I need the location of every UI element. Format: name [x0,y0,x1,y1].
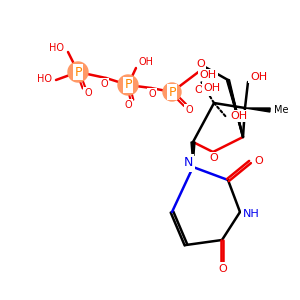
Text: O: O [219,264,227,274]
Text: O: O [84,88,92,98]
Text: O: O [254,155,262,165]
Text: P: P [74,65,82,79]
Text: HO: HO [49,43,64,53]
Polygon shape [226,80,243,137]
Text: OH: OH [203,83,220,93]
Text: P: P [168,85,176,98]
Text: O: O [124,100,132,110]
Polygon shape [245,108,270,112]
Circle shape [68,62,88,82]
Text: NH: NH [242,210,258,220]
Text: OH: OH [200,70,217,80]
Text: OH: OH [194,85,212,95]
Text: NH: NH [243,209,260,219]
Text: O: O [196,59,206,69]
Text: OH: OH [139,57,154,67]
Polygon shape [191,142,195,167]
Text: Me: Me [274,105,288,115]
Circle shape [118,75,138,95]
Text: OH: OH [249,72,267,82]
Circle shape [163,83,181,101]
Text: OH: OH [250,72,268,82]
Text: O: O [148,89,156,99]
Text: P: P [124,79,132,92]
Text: OH: OH [230,111,248,121]
Text: HO: HO [37,74,52,84]
Text: O: O [100,79,108,89]
Text: O: O [210,153,218,163]
Text: O: O [219,263,227,273]
Text: N: N [184,158,194,170]
Text: O: O [255,156,263,166]
Text: O: O [185,105,193,115]
Text: N: N [183,155,193,169]
